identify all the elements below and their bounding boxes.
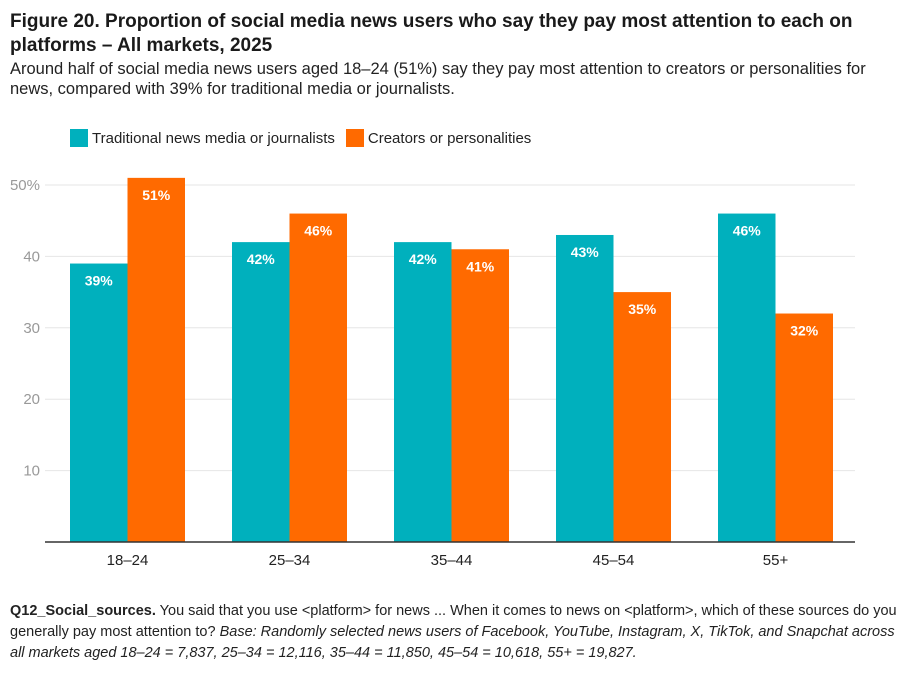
bar-creators <box>127 177 185 543</box>
legend-swatch-traditional <box>70 129 88 147</box>
legend-label-traditional: Traditional news media or journalists <box>92 129 335 147</box>
legend-swatch-creators <box>345 129 364 147</box>
data-label: 43% <box>571 244 600 260</box>
footnote: Q12_Social_sources. You said that you us… <box>10 601 900 664</box>
x-tick-label: 25–34 <box>269 552 311 569</box>
footnote-question-id: Q12_Social_sources. <box>10 603 156 619</box>
data-label: 42% <box>409 251 438 267</box>
legend-item-creators: Creators or personalities <box>345 129 532 147</box>
bar-traditional <box>232 242 290 542</box>
legend: Traditional news media or journalists Cr… <box>70 129 542 147</box>
data-label: 35% <box>628 301 657 317</box>
data-label: 39% <box>85 273 114 289</box>
data-label: 41% <box>466 258 495 274</box>
legend-label-creators: Creators or personalities <box>367 129 532 147</box>
bar-traditional <box>718 213 776 542</box>
data-label: 42% <box>247 251 276 267</box>
y-tick-label: 40 <box>23 248 40 265</box>
data-label: 32% <box>790 323 819 339</box>
bar-traditional <box>70 263 128 542</box>
bar-chart: 10 20 30 40 50% 39% 51% 18–24 42% 46% 25–34 42% 41% 3… <box>10 177 855 569</box>
bar-traditional <box>556 234 614 543</box>
footnote-question: You said that you use <platform> for new… <box>10 603 897 640</box>
x-tick-label: 18–24 <box>107 552 149 569</box>
chart-title: Figure 20. Proportion of social media ne… <box>10 11 853 56</box>
data-label: 51% <box>142 187 171 203</box>
bar-creators <box>613 292 671 542</box>
bar-creators <box>451 249 509 542</box>
data-label: 46% <box>733 223 762 239</box>
bar-creators <box>775 313 833 542</box>
y-tick-label: 10 <box>23 463 40 480</box>
bar-creators <box>289 213 347 542</box>
x-tick-label: 35–44 <box>431 552 473 569</box>
bar-traditional <box>394 242 452 542</box>
chart-subtitle: Around half of social media news users a… <box>10 60 866 98</box>
y-tick-label: 20 <box>23 391 40 408</box>
x-tick-label: 45–54 <box>593 552 635 569</box>
legend-item-traditional: Traditional news media or journalists <box>70 129 335 147</box>
y-tick-label: 50% <box>10 177 40 194</box>
footnote-base: Base: Randomly selected news users of Fa… <box>10 624 895 661</box>
y-tick-label: 30 <box>23 320 40 337</box>
data-label: 46% <box>304 223 333 239</box>
x-tick-label: 55+ <box>763 552 789 569</box>
